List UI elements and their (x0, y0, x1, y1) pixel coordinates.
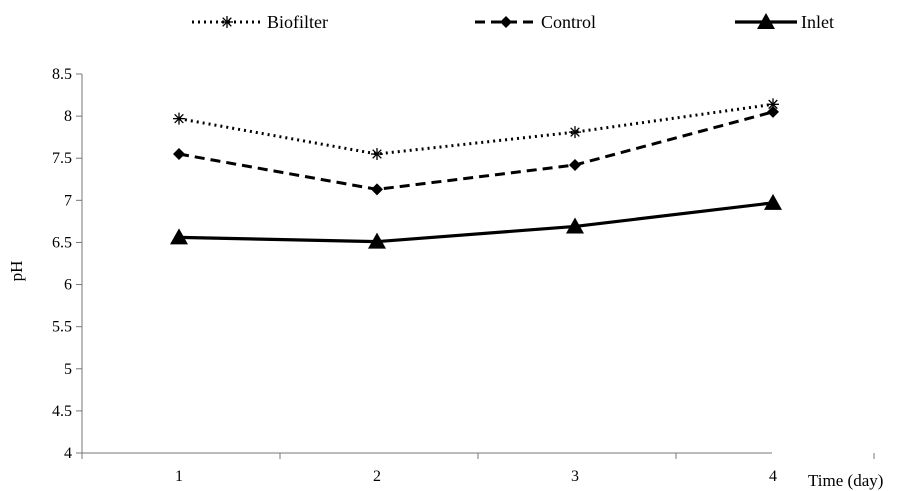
plot-area (170, 98, 782, 249)
y-tick-label: 4 (64, 445, 72, 462)
series-line-biofilter (178, 102, 774, 156)
data-point-biofilter (173, 112, 185, 125)
y-tick-label: 7.5 (52, 150, 72, 167)
data-point-control (767, 105, 779, 118)
data-point-inlet (566, 217, 584, 234)
legend-marker-inlet (757, 13, 775, 29)
x-axis: 1 2 3 4 (81, 452, 875, 485)
legend-marker-biofilter (221, 16, 233, 28)
data-point-inlet (764, 193, 782, 210)
legend-label-inlet: Inlet (801, 12, 834, 32)
legend-label-biofilter: Biofilter (267, 12, 328, 32)
x-axis-label: Time (day) (808, 471, 883, 490)
y-tick-label: 8.5 (52, 66, 72, 83)
data-point-biofilter (767, 98, 779, 111)
x-tick-label: 2 (373, 468, 381, 485)
series-line-control (178, 110, 774, 191)
data-point-control (173, 148, 185, 161)
legend: Biofilter Control Inlet (192, 12, 834, 32)
y-tick-label: 4.5 (52, 403, 72, 420)
y-tick-label: 6.5 (52, 234, 72, 251)
x-tick-label: 1 (175, 468, 183, 485)
data-point-control (569, 158, 581, 171)
y-tick-label: 8 (64, 108, 72, 125)
series-line-inlet (178, 201, 774, 244)
y-tick-label: 7 (64, 192, 72, 209)
y-tick-label: 5.5 (52, 319, 72, 336)
y-tick-label: 6 (64, 277, 72, 294)
data-point-inlet (170, 228, 188, 245)
x-tick-label: 4 (769, 468, 777, 485)
y-axis: 4 4.5 5 5.5 6 6.5 7 7.5 8 8.5 (52, 66, 83, 462)
x-tick-label: 3 (571, 468, 579, 485)
y-axis-label: pH (7, 261, 26, 282)
y-tick-label: 5 (64, 361, 72, 378)
data-point-inlet (368, 232, 386, 249)
legend-marker-control (500, 16, 512, 28)
data-point-control (371, 183, 383, 196)
data-point-biofilter (371, 148, 383, 161)
legend-label-control: Control (541, 12, 596, 32)
data-point-biofilter (569, 126, 581, 139)
